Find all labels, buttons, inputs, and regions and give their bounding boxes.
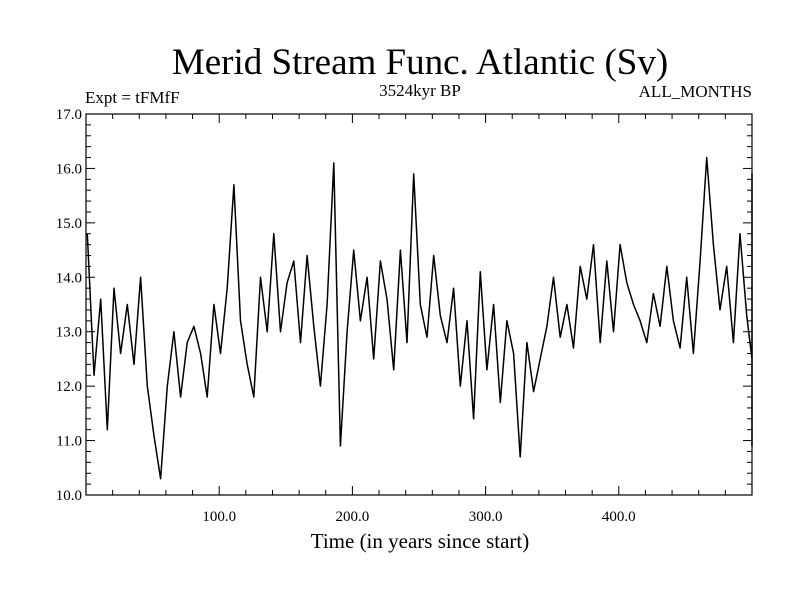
x-tick-label: 100.0 xyxy=(202,509,236,525)
y-tick-label: 10.0 xyxy=(56,488,82,504)
y-tick-label: 14.0 xyxy=(56,270,82,286)
axis-tick-labels: 100.0 200.0 300.0 400.0 10.0 11.0 12.0 13.0 14.0… xyxy=(56,107,636,525)
x-tick-label: 200.0 xyxy=(336,509,370,525)
chart-title: Merid Stream Func. Atlantic (Sv) xyxy=(172,42,668,83)
months-label: ALL_MONTHS xyxy=(639,82,752,101)
x-tick-label: 400.0 xyxy=(602,509,636,525)
experiment-label: Expt = tFMfF xyxy=(85,88,180,107)
axis-ticks xyxy=(86,113,752,496)
y-tick-label: 16.0 xyxy=(56,161,82,177)
y-tick-label: 17.0 xyxy=(56,107,82,123)
y-tick-label: 15.0 xyxy=(56,216,82,232)
y-tick-label: 12.0 xyxy=(56,379,82,395)
period-label: 3524kyr BP xyxy=(379,81,461,100)
x-tick-label: 300.0 xyxy=(469,509,503,525)
x-axis-label: Time (in years since start) xyxy=(311,529,530,553)
y-tick-label: 11.0 xyxy=(56,434,82,450)
y-tick-label: 13.0 xyxy=(56,325,82,341)
data-line xyxy=(86,156,753,480)
